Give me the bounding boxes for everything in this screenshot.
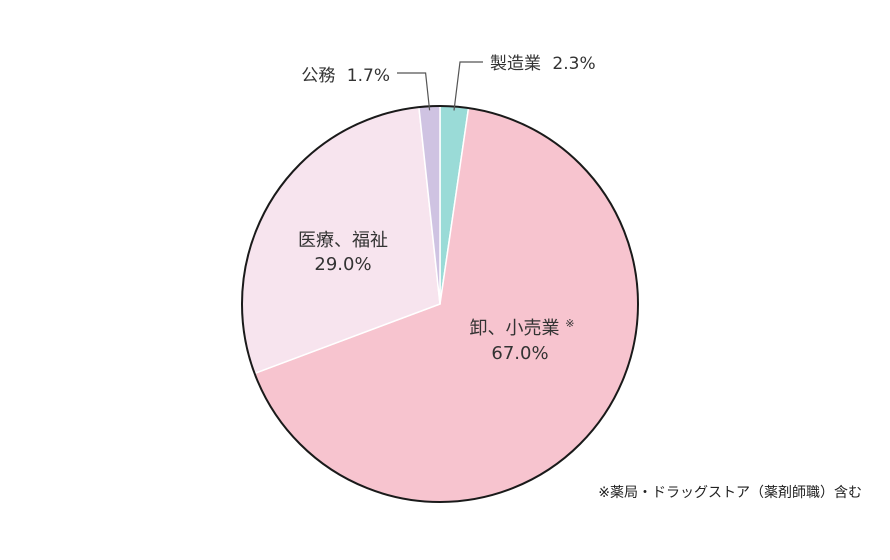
- pie-slices: [241, 105, 639, 503]
- slice-label-value: 2.3%: [552, 54, 595, 74]
- leader-line-manufacturing: [453, 61, 483, 111]
- slice-label-value: 1.7%: [347, 66, 390, 86]
- leader-line-public-service: [397, 72, 431, 111]
- slice-label-medical-name: 医療、福祉: [298, 230, 388, 251]
- slice-label-mark: ※: [565, 317, 574, 330]
- slice-label-retail-value: 67.0%: [491, 343, 548, 364]
- slice-label-name: 公務: [301, 66, 335, 86]
- slice-label-retail-name: 卸、小売業 ※: [470, 317, 575, 339]
- pie-outline: [241, 105, 639, 503]
- slice-label-name: 卸、小売業: [470, 318, 560, 339]
- slice-label-name: 製造業: [490, 54, 541, 74]
- slice-label-medical-value: 29.0%: [314, 254, 371, 275]
- slice-label-public-service: 公務 1.7%: [301, 66, 390, 86]
- slice-label-manufacturing: 製造業 2.3%: [490, 54, 596, 74]
- leader-lines: [397, 61, 483, 111]
- footnote: ※薬局・ドラッグストア（薬剤師職）含む: [598, 485, 862, 501]
